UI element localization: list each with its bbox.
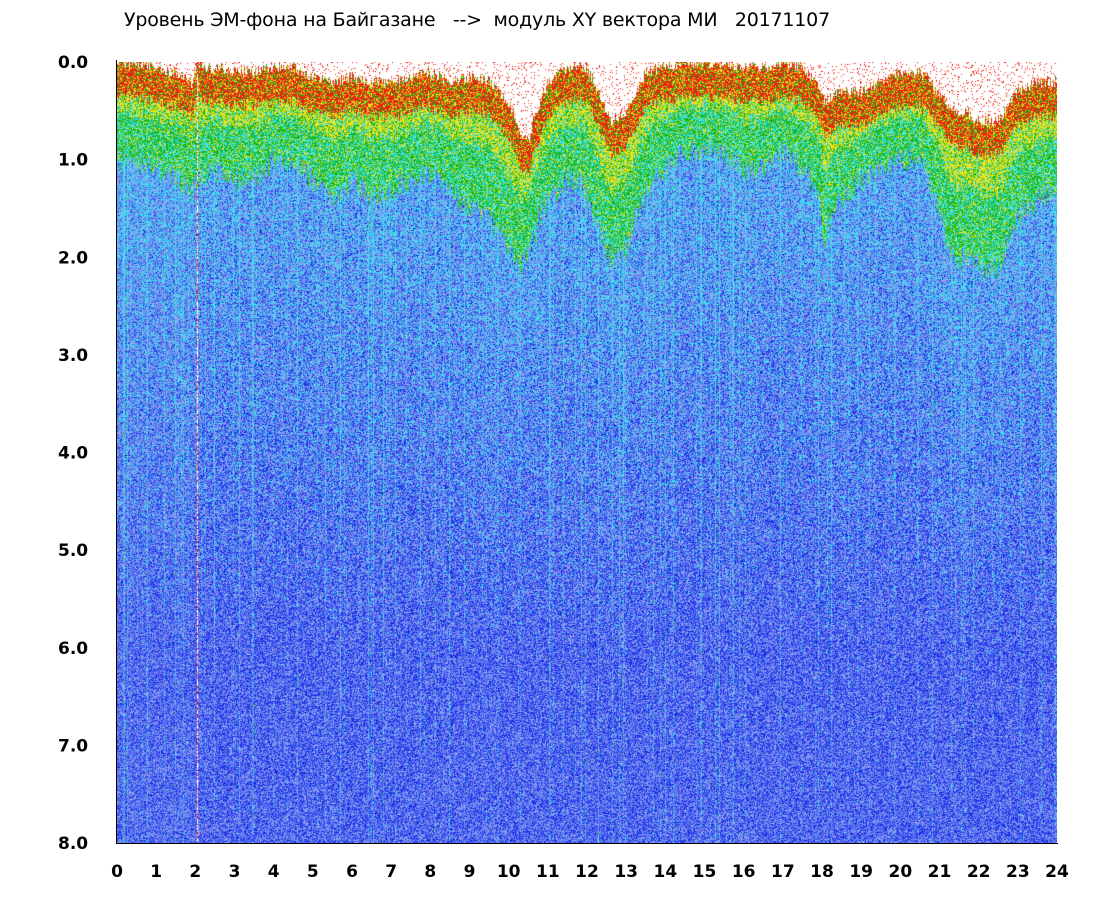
y-tick-label: 8.0	[58, 834, 88, 854]
x-tick-label: 7	[385, 862, 397, 882]
y-tick-label: 1.0	[58, 151, 88, 171]
x-tick-label: 18	[810, 862, 834, 882]
x-tick-label: 19	[849, 862, 873, 882]
x-tick-label: 21	[928, 862, 952, 882]
x-tick-label: 15	[693, 862, 717, 882]
y-tick-label: 0.0	[58, 53, 88, 73]
x-tick-label: 8	[424, 862, 436, 882]
x-tick-label: 2	[189, 862, 201, 882]
x-tick-label: 23	[1006, 862, 1030, 882]
chart-title: Уровень ЭМ-фона на Байгазане --> модуль …	[124, 9, 830, 31]
x-tick-label: 14	[653, 862, 677, 882]
x-tick-label: 6	[346, 862, 358, 882]
x-tick-label: 5	[307, 862, 319, 882]
x-tick-label: 1	[150, 862, 162, 882]
x-tick-labels: 0 1 2 3 4 5 6 7 8 9 10 11 12 13 14 15 16 17 18 19 20 21 22 23 24	[111, 862, 1069, 882]
y-tick-label: 4.0	[58, 444, 88, 464]
y-tick-labels: 0.0 1.0 2.0 3.0 4.0 5.0 6.0 7.0 8.0	[58, 53, 88, 854]
x-tick-label: 20	[888, 862, 912, 882]
y-tick-label: 7.0	[58, 736, 88, 756]
heatmap-image	[117, 62, 1057, 843]
y-tick-label: 2.0	[58, 248, 88, 268]
x-tick-label: 24	[1045, 862, 1069, 882]
axes	[116, 60, 1058, 844]
x-tick-label: 22	[967, 862, 991, 882]
x-tick-label: 10	[497, 862, 521, 882]
y-tick-label: 6.0	[58, 639, 88, 659]
x-tick-label: 17	[771, 862, 795, 882]
x-tick-label: 13	[614, 862, 638, 882]
x-tick-label: 9	[464, 862, 476, 882]
x-tick-label: 3	[229, 862, 241, 882]
plot-area	[117, 62, 1057, 843]
x-tick-label: 4	[268, 862, 280, 882]
x-tick-label: 0	[111, 862, 123, 882]
x-tick-label: 11	[536, 862, 560, 882]
y-tick-label: 3.0	[58, 346, 88, 366]
x-tick-label: 16	[732, 862, 756, 882]
x-tick-label: 12	[575, 862, 599, 882]
y-tick-label: 5.0	[58, 541, 88, 561]
